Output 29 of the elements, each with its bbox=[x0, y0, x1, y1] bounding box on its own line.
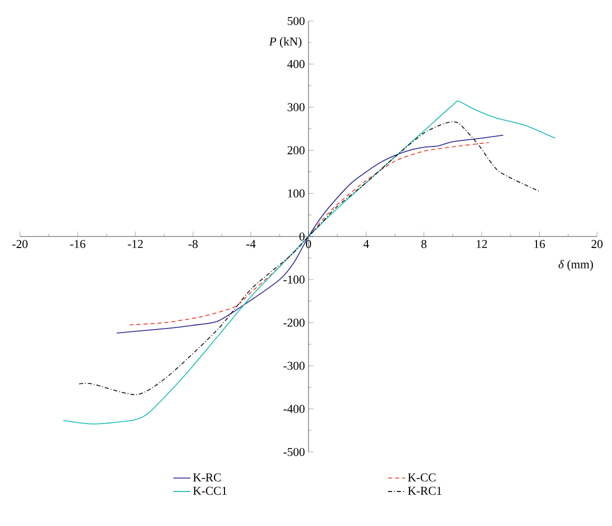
y-tick-label: 500 bbox=[288, 16, 305, 26]
y-tick-label: 300 bbox=[288, 103, 305, 112]
y-axis-title: P (kN) bbox=[269, 37, 302, 48]
y-tick-label: -500 bbox=[284, 448, 305, 456]
legend-label: K-CC1 bbox=[193, 486, 227, 495]
y-tick-label: 400 bbox=[287, 60, 305, 68]
y-tick-label: 200 bbox=[288, 146, 305, 154]
line-series bbox=[62, 100, 556, 424]
y-tick-label: 0 bbox=[299, 232, 305, 241]
x-tick-label: -4 bbox=[246, 240, 256, 248]
x-tick-label: 20 bbox=[592, 240, 603, 248]
x-tick-label: 4 bbox=[363, 240, 370, 248]
x-tick-label: 16 bbox=[534, 240, 545, 248]
y-tick-label: -300 bbox=[284, 362, 305, 370]
legend-label: K-RC bbox=[193, 473, 221, 482]
x-tick-label: -8 bbox=[188, 240, 198, 248]
x-tick-label: -20 bbox=[12, 240, 28, 248]
x-tick-label: -16 bbox=[70, 240, 86, 248]
x-tick-label: 8 bbox=[421, 240, 426, 248]
x-axis-title: δ (mm) bbox=[558, 260, 593, 271]
y-tick-label: -200 bbox=[284, 318, 305, 327]
x-tick-label: -12 bbox=[128, 240, 143, 248]
y-tick-label: 100 bbox=[288, 189, 305, 198]
legend-label: K-CC bbox=[408, 473, 436, 482]
y-tick-label: -400 bbox=[284, 404, 305, 413]
legend-label: K-RC1 bbox=[408, 486, 442, 495]
y-tick-label: -100 bbox=[284, 276, 305, 284]
x-tick-label: 0 bbox=[306, 240, 312, 248]
x-tick-label: 12 bbox=[476, 240, 487, 248]
